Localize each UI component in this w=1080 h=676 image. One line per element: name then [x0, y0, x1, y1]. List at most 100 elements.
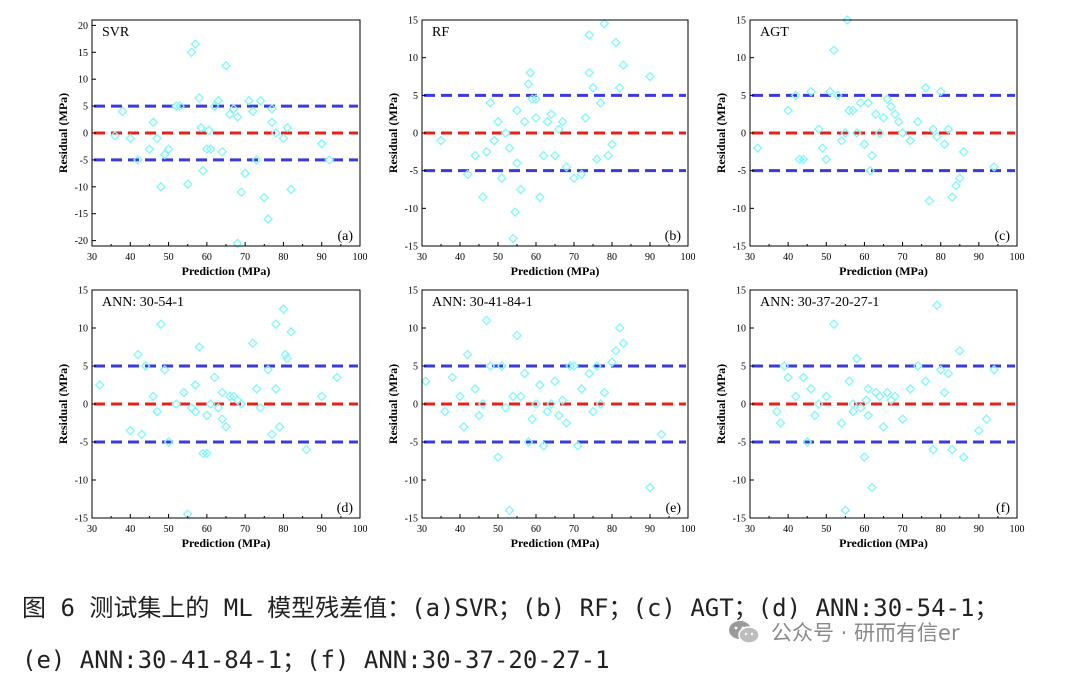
- y-tick-label: 15: [736, 286, 746, 297]
- x-tick-label: 30: [417, 252, 427, 263]
- data-point: [561, 418, 572, 428]
- data-point: [576, 383, 587, 394]
- data-point: [783, 372, 794, 383]
- y-axis-label: Residual (MPa): [56, 93, 70, 173]
- data-point: [844, 105, 855, 116]
- x-tick-label: 80: [278, 252, 288, 263]
- data-point: [152, 133, 163, 144]
- data-point: [867, 150, 877, 161]
- data-point: [557, 116, 568, 127]
- data-point: [550, 376, 560, 387]
- data-point: [828, 319, 839, 330]
- data-point: [580, 113, 591, 123]
- data-point: [771, 406, 782, 417]
- data-point: [270, 128, 281, 138]
- watermark: 公众号 · 研而有信er: [727, 612, 960, 652]
- data-point: [196, 122, 207, 133]
- data-point: [209, 101, 220, 112]
- x-tick-label: 70: [898, 252, 908, 263]
- data-point: [817, 143, 828, 153]
- data-point: [504, 143, 515, 153]
- chart-title: ANN: 30-54-1: [102, 295, 184, 310]
- data-point: [198, 448, 208, 459]
- x-tick-label: 50: [164, 524, 174, 535]
- data-point: [205, 399, 216, 409]
- chart-title: SVR: [102, 25, 130, 40]
- data-point: [614, 323, 625, 333]
- chart-panel-3: 30 40 50 60 70 80 90 100 -15 -10 -5 0 5 10 15 Predictio…: [714, 15, 1025, 278]
- data-point: [859, 452, 870, 463]
- panel-label: (a): [337, 229, 353, 244]
- data-point: [542, 406, 553, 417]
- y-tick-label: -15: [75, 514, 88, 525]
- data-point: [954, 173, 965, 184]
- data-point: [240, 168, 251, 179]
- data-point: [201, 448, 212, 459]
- data-point: [890, 391, 900, 402]
- x-tick-label: 90: [974, 252, 984, 263]
- data-point: [178, 387, 189, 398]
- data-point: [186, 47, 197, 58]
- data-point: [851, 353, 862, 364]
- data-point: [886, 101, 897, 112]
- x-axis-label: Prediction (MPa): [839, 264, 928, 278]
- data-point: [534, 192, 545, 202]
- residual-chart-grid: 30 40 50 60 70 80 90 100-20-15-10-505101520Pred…: [56, 15, 1025, 550]
- data-point: [221, 421, 231, 432]
- data-point: [171, 101, 182, 112]
- data-point: [485, 97, 496, 108]
- x-tick-label: 70: [240, 252, 250, 263]
- x-tick-label: 60: [531, 252, 541, 263]
- data-point: [221, 60, 231, 71]
- data-point: [481, 315, 492, 326]
- data-point: [209, 372, 220, 383]
- data-point: [324, 154, 335, 165]
- data-point: [752, 143, 763, 153]
- data-point: [462, 349, 473, 360]
- data-point: [859, 139, 870, 150]
- data-point: [553, 410, 564, 421]
- data-point: [286, 326, 297, 337]
- data-point: [515, 184, 526, 195]
- data-point: [531, 94, 541, 105]
- data-point: [610, 345, 621, 356]
- data-point: [828, 45, 839, 56]
- data-point: [848, 105, 858, 116]
- data-point: [943, 368, 954, 379]
- data-point: [878, 421, 889, 432]
- y-tick-label: -10: [733, 476, 746, 487]
- y-tick-label: 15: [408, 286, 418, 297]
- data-point: [278, 133, 289, 144]
- data-point: [943, 124, 954, 135]
- x-axis-label: Prediction (MPa): [182, 264, 271, 278]
- data-point: [267, 117, 277, 128]
- y-axis-label: Residual (MPa): [714, 364, 728, 444]
- data-point: [217, 146, 228, 157]
- data-point: [182, 179, 193, 190]
- y-tick-label: 10: [736, 53, 746, 64]
- data-point: [244, 95, 254, 106]
- data-point: [263, 364, 274, 375]
- data-point: [599, 387, 610, 398]
- data-point: [569, 173, 579, 184]
- data-point: [844, 376, 855, 387]
- data-point: [546, 399, 557, 409]
- data-point: [947, 444, 958, 455]
- data-point: [576, 169, 587, 180]
- data-point: [458, 421, 469, 432]
- data-point: [595, 97, 606, 108]
- data-point: [512, 105, 522, 116]
- data-point: [213, 402, 224, 413]
- data-point: [527, 94, 538, 105]
- data-point: [813, 399, 824, 409]
- data-point: [496, 361, 507, 371]
- data-point: [496, 173, 507, 184]
- data-point: [538, 150, 549, 161]
- data-point: [897, 414, 908, 425]
- data-point: [270, 319, 281, 330]
- chart-panel-1: 30 40 50 60 70 80 90 100 -20 -15 -10 -5 0 5 10 15 20 Pred…: [56, 19, 368, 278]
- x-tick-label: 40: [783, 524, 793, 535]
- figure-caption-line1: 图 6 测试集上的 ML 模型残差值：(a)SVR；(b) RF；(c) AGT…: [22, 594, 999, 622]
- data-point: [278, 304, 289, 314]
- x-tick-label: 60: [859, 524, 869, 535]
